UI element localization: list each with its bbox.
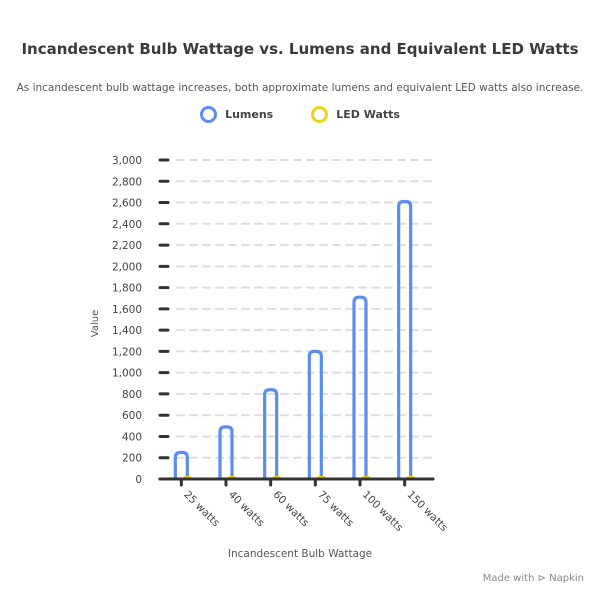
y-tick-label: 2,000	[112, 261, 142, 273]
legend-item-lumens: Lumens	[200, 106, 273, 123]
y-tick-label: 2,200	[112, 240, 142, 252]
bar-lumens	[397, 199, 413, 479]
y-tick-label: 2,400	[112, 219, 142, 231]
y-tick-label: 400	[122, 431, 142, 443]
y-tick-label: 2,800	[112, 176, 142, 188]
napkin-credit: Made with ⊳ Napkin	[482, 573, 584, 584]
y-tick-label: 0	[135, 474, 142, 486]
legend-item-led-watts: LED Watts	[311, 106, 400, 123]
bar-lumens	[352, 295, 368, 479]
y-tick-label: 1,800	[112, 283, 142, 295]
legend: Lumens LED Watts	[0, 106, 600, 123]
x-tick-label: 100 watts	[360, 489, 405, 534]
x-tick-label: 25 watts	[181, 489, 222, 530]
y-tick-label: 1,000	[112, 368, 142, 380]
y-tick-label: 600	[122, 410, 142, 422]
legend-label-led-watts: LED Watts	[336, 108, 400, 121]
x-axis-label: Incandescent Bulb Wattage	[227, 548, 373, 560]
x-tick-label: 40 watts	[226, 489, 267, 530]
bar-lumens	[263, 388, 279, 479]
chart-subtitle: As incandescent bulb wattage increases, …	[16, 82, 584, 94]
x-tick-label: 60 watts	[271, 489, 312, 530]
y-tick-label: 1,200	[112, 346, 142, 358]
y-tick-label: 3,000	[112, 155, 142, 167]
bar-lumens	[218, 425, 234, 479]
bar-lumens	[307, 349, 323, 479]
y-tick-label: 200	[122, 453, 142, 465]
x-tick-label: 75 watts	[315, 489, 356, 530]
bar-lumens	[173, 450, 189, 479]
y-tick-label: 1,600	[112, 304, 142, 316]
legend-swatch-lumens	[200, 106, 218, 123]
x-tick-label: 150 watts	[405, 489, 450, 534]
y-tick-label: 1,400	[112, 325, 142, 337]
legend-swatch-led-watts	[311, 106, 329, 123]
y-tick-label: 2,600	[112, 198, 142, 210]
legend-label-lumens: Lumens	[225, 108, 274, 121]
y-tick-label: 800	[122, 389, 142, 401]
chart-title: Incandescent Bulb Wattage vs. Lumens and…	[21, 40, 579, 58]
